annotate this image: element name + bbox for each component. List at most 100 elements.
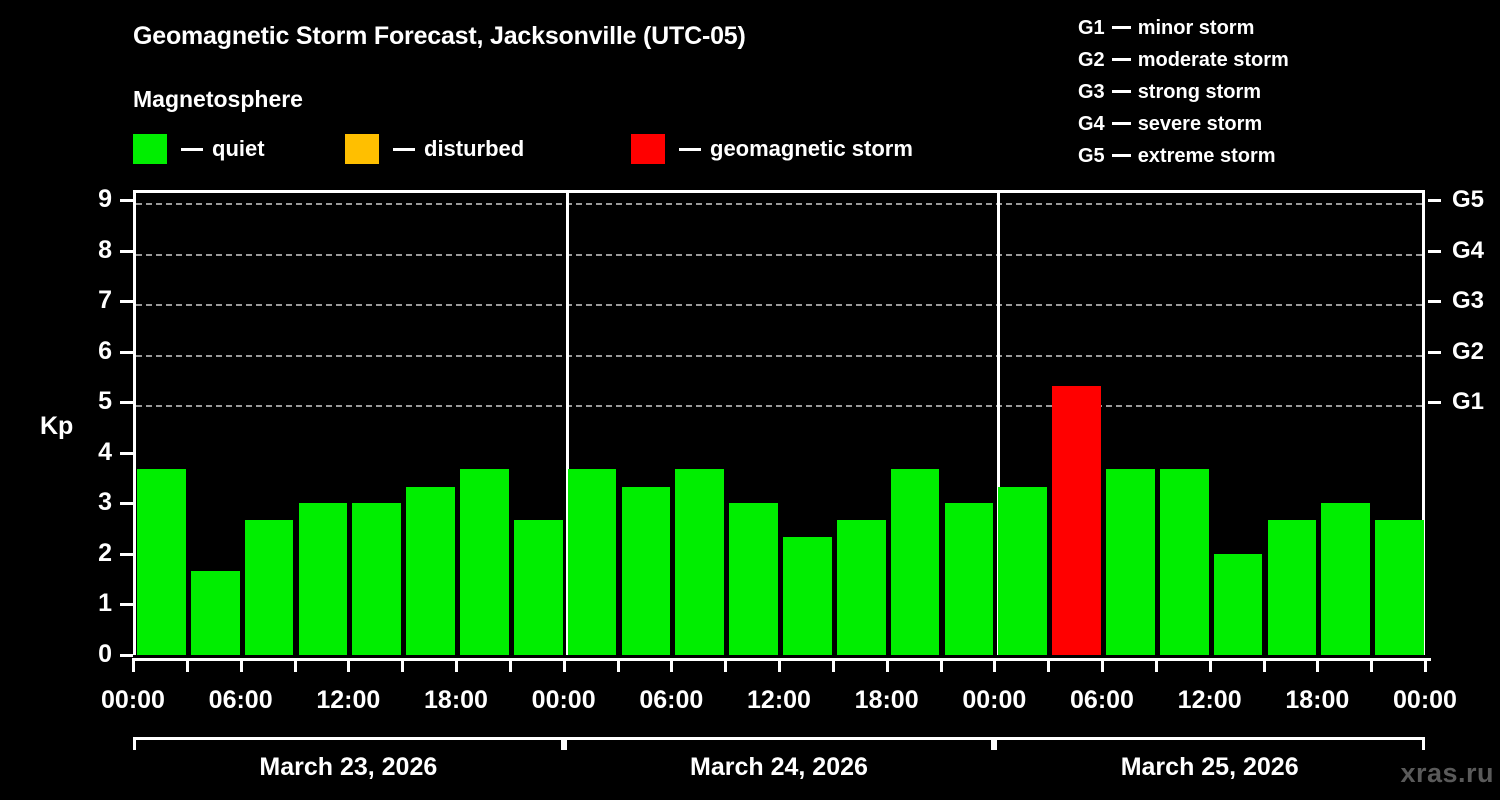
- bar: [244, 520, 294, 655]
- y-tick-mark-8: [120, 249, 133, 253]
- gridline-kp-7: [136, 304, 1422, 307]
- legend-dash-icon: [181, 147, 203, 151]
- y-tick-mark-3: [120, 502, 133, 506]
- g-axis-tick-G4: [1428, 249, 1441, 253]
- bar: [1321, 503, 1371, 655]
- x-tick-mark: [132, 658, 135, 672]
- y-tick-mark-2: [120, 552, 133, 556]
- bar: [298, 503, 348, 655]
- x-tick-label: 00:00: [531, 686, 596, 714]
- x-tick-label: 12:00: [747, 686, 811, 714]
- x-tick-mark: [616, 658, 620, 672]
- g-axis-label-G1: G1: [1452, 388, 1485, 416]
- chart-subtitle: Magnetosphere: [133, 86, 303, 112]
- g-description: moderate storm: [1137, 49, 1289, 71]
- x-tick-label: 12:00: [1177, 686, 1242, 714]
- x-axis-line: [133, 658, 1431, 661]
- gridline-kp-6: [136, 354, 1422, 357]
- y-tick-mark-0: [120, 654, 133, 657]
- g-code: G3: [1078, 81, 1105, 103]
- quiet-swatch: [133, 134, 167, 164]
- bar: [567, 469, 617, 655]
- x-tick-mark: [993, 658, 997, 672]
- x-tick-mark: [885, 658, 889, 672]
- x-tick-mark: [562, 658, 566, 672]
- page-title: Geomagnetic Storm Forecast, Jacksonville…: [133, 22, 746, 50]
- y-tick-mark-1: [120, 603, 133, 607]
- x-tick-mark: [347, 658, 351, 672]
- bar: [1213, 553, 1263, 655]
- x-tick-label: 00:00: [1393, 686, 1457, 714]
- bar: [190, 570, 240, 655]
- g-scale-row-g1: G1 minor storm: [1078, 12, 1289, 44]
- g-scale-row-g3: G3 strong storm: [1078, 76, 1289, 108]
- bar: [137, 469, 186, 655]
- bar: [1375, 520, 1424, 655]
- x-tick-mark: [1154, 658, 1158, 672]
- bars-layer: [136, 193, 1424, 655]
- y-tick-label-7: 7: [98, 286, 112, 315]
- g-axis-tick-G5: [1428, 199, 1441, 202]
- day-bracket: [994, 737, 1425, 750]
- y-tick-mark-7: [120, 300, 133, 304]
- day-label: March 25, 2026: [1120, 753, 1299, 781]
- legend-item-disturbed: disturbed: [345, 134, 524, 164]
- legend-dash-icon: [393, 147, 415, 151]
- bar: [352, 503, 402, 655]
- legend-dash-icon: [679, 147, 701, 151]
- g-scale-row-g5: G5 extreme storm: [1078, 140, 1289, 172]
- g-axis-label-G2: G2: [1452, 337, 1485, 365]
- x-tick-mark: [401, 658, 405, 672]
- g-dash-icon: [1111, 121, 1131, 125]
- day-separator: [997, 193, 1000, 655]
- g-code: G5: [1078, 145, 1105, 167]
- bar: [1267, 520, 1317, 655]
- x-tick-mark: [1208, 658, 1212, 672]
- bar: [998, 486, 1048, 655]
- g-description: severe storm: [1137, 113, 1263, 135]
- g-description: minor storm: [1137, 17, 1255, 39]
- x-tick-mark: [670, 658, 674, 672]
- watermark: xras.ru: [1400, 758, 1494, 788]
- x-tick-label: 18:00: [424, 686, 488, 714]
- day-bracket: [563, 737, 995, 750]
- x-tick-mark: [455, 658, 458, 672]
- g-dash-icon: [1111, 89, 1131, 93]
- y-tick-label-5: 5: [98, 387, 112, 416]
- legend-label: disturbed: [424, 136, 525, 161]
- g-scale-row-g4: G4 severe storm: [1078, 108, 1289, 140]
- gridline-kp-9: [136, 203, 1422, 205]
- y-tick-label-3: 3: [98, 488, 112, 517]
- legend-item-quiet: quiet: [133, 134, 265, 164]
- legend-label: geomagnetic storm: [710, 136, 913, 161]
- y-tick-label-2: 2: [98, 538, 112, 567]
- x-tick-mark: [508, 658, 512, 672]
- y-tick-label-8: 8: [98, 235, 112, 264]
- bar: [783, 537, 832, 655]
- y-tick-mark-9: [120, 199, 133, 202]
- day-label: March 24, 2026: [690, 753, 868, 781]
- g-code: G4: [1078, 113, 1105, 135]
- bar: [1159, 469, 1209, 655]
- g-axis-tick-G3: [1428, 300, 1441, 304]
- x-tick-mark: [724, 658, 728, 672]
- x-tick-mark: [239, 658, 243, 672]
- bar: [460, 469, 509, 655]
- x-tick-mark: [185, 658, 189, 672]
- x-tick-mark: [1316, 658, 1320, 672]
- g-code: G1: [1078, 17, 1105, 39]
- bar: [890, 469, 940, 655]
- y-axis-label: Kp: [40, 412, 74, 440]
- g-dash-icon: [1111, 153, 1131, 157]
- legend-item-geomagnetic-storm: geomagnetic storm: [631, 134, 913, 164]
- bar: [944, 503, 994, 655]
- g-description: extreme storm: [1137, 145, 1276, 167]
- x-tick-mark: [293, 658, 297, 672]
- x-tick-mark: [778, 658, 781, 672]
- x-tick-label: 00:00: [962, 686, 1027, 714]
- day-label: March 23, 2026: [259, 753, 438, 781]
- g-axis-label-G5: G5: [1452, 186, 1485, 213]
- x-tick-mark: [1424, 658, 1427, 672]
- disturbed-swatch: [345, 134, 379, 164]
